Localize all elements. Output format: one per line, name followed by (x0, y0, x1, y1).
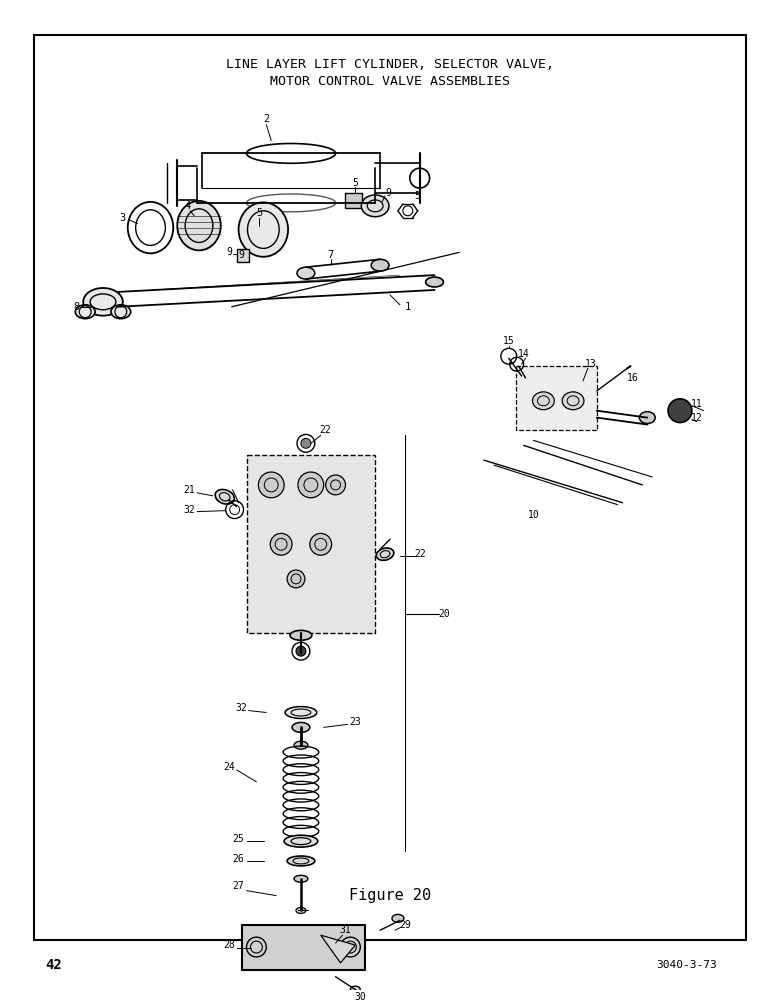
Text: 7: 7 (328, 250, 334, 260)
Circle shape (668, 399, 692, 423)
Text: 14: 14 (518, 349, 530, 359)
Polygon shape (321, 935, 356, 963)
Text: 27: 27 (232, 881, 244, 891)
Text: 5: 5 (353, 178, 358, 188)
Circle shape (270, 533, 292, 555)
Text: 9: 9 (385, 188, 391, 198)
Text: 16: 16 (626, 373, 638, 383)
Ellipse shape (376, 548, 394, 560)
Text: 21: 21 (183, 485, 195, 495)
Text: 32: 32 (236, 703, 247, 713)
Ellipse shape (215, 489, 234, 504)
Text: 10: 10 (527, 510, 539, 520)
Text: LINE LAYER LIFT CYLINDER, SELECTOR VALVE,: LINE LAYER LIFT CYLINDER, SELECTOR VALVE… (226, 58, 554, 71)
Text: 23: 23 (349, 717, 361, 727)
Circle shape (326, 475, 346, 495)
Text: 2: 2 (263, 114, 269, 124)
Bar (246, 455, 375, 633)
Ellipse shape (239, 202, 288, 257)
Text: 11: 11 (691, 399, 703, 409)
Text: 22: 22 (414, 549, 426, 559)
Ellipse shape (562, 392, 584, 410)
Ellipse shape (533, 392, 555, 410)
Text: 26: 26 (232, 854, 244, 864)
Ellipse shape (294, 875, 308, 882)
Text: 30: 30 (354, 992, 366, 1000)
Text: 1: 1 (405, 302, 411, 312)
Text: 29: 29 (399, 920, 411, 930)
Text: 22: 22 (320, 425, 331, 435)
Ellipse shape (296, 907, 306, 913)
Text: 24: 24 (223, 762, 235, 772)
Text: 12: 12 (691, 413, 703, 423)
Ellipse shape (177, 201, 221, 250)
Text: 42: 42 (45, 958, 62, 972)
Text: 28: 28 (223, 940, 235, 950)
Text: 4: 4 (184, 201, 190, 211)
Ellipse shape (640, 412, 655, 424)
Ellipse shape (287, 856, 315, 866)
Ellipse shape (292, 722, 310, 732)
Ellipse shape (294, 741, 308, 749)
Circle shape (297, 434, 315, 452)
Text: 5: 5 (257, 208, 263, 218)
Text: 13: 13 (585, 359, 597, 369)
Circle shape (296, 646, 306, 656)
Circle shape (310, 533, 332, 555)
Text: 3040-3-73: 3040-3-73 (656, 960, 717, 970)
Text: 3: 3 (119, 213, 126, 223)
Text: 25: 25 (232, 834, 244, 844)
Circle shape (292, 642, 310, 660)
Ellipse shape (297, 267, 315, 279)
Text: Figure 20: Figure 20 (349, 888, 431, 903)
Ellipse shape (284, 835, 317, 847)
Ellipse shape (76, 305, 95, 319)
Circle shape (298, 472, 324, 498)
Polygon shape (242, 925, 365, 970)
Circle shape (258, 472, 284, 498)
Text: 31: 31 (339, 925, 351, 935)
Text: MOTOR CONTROL VALVE ASSEMBLIES: MOTOR CONTROL VALVE ASSEMBLIES (270, 75, 510, 88)
Text: 15: 15 (503, 336, 515, 346)
Text: 20: 20 (438, 609, 450, 619)
Text: 9: 9 (227, 247, 232, 257)
Ellipse shape (426, 277, 444, 287)
Ellipse shape (350, 986, 360, 993)
Text: 32: 32 (183, 505, 195, 515)
Ellipse shape (371, 259, 389, 271)
Polygon shape (236, 249, 250, 262)
Polygon shape (346, 193, 362, 208)
Ellipse shape (290, 630, 312, 640)
Circle shape (287, 570, 305, 588)
Ellipse shape (83, 288, 122, 316)
Text: 5: 5 (415, 191, 420, 201)
Ellipse shape (361, 195, 389, 217)
Text: 8: 8 (73, 302, 80, 312)
Text: 9: 9 (239, 250, 244, 260)
Ellipse shape (392, 914, 404, 922)
Circle shape (301, 438, 311, 448)
Ellipse shape (111, 305, 131, 319)
Ellipse shape (285, 707, 317, 718)
Bar (516, 366, 597, 430)
